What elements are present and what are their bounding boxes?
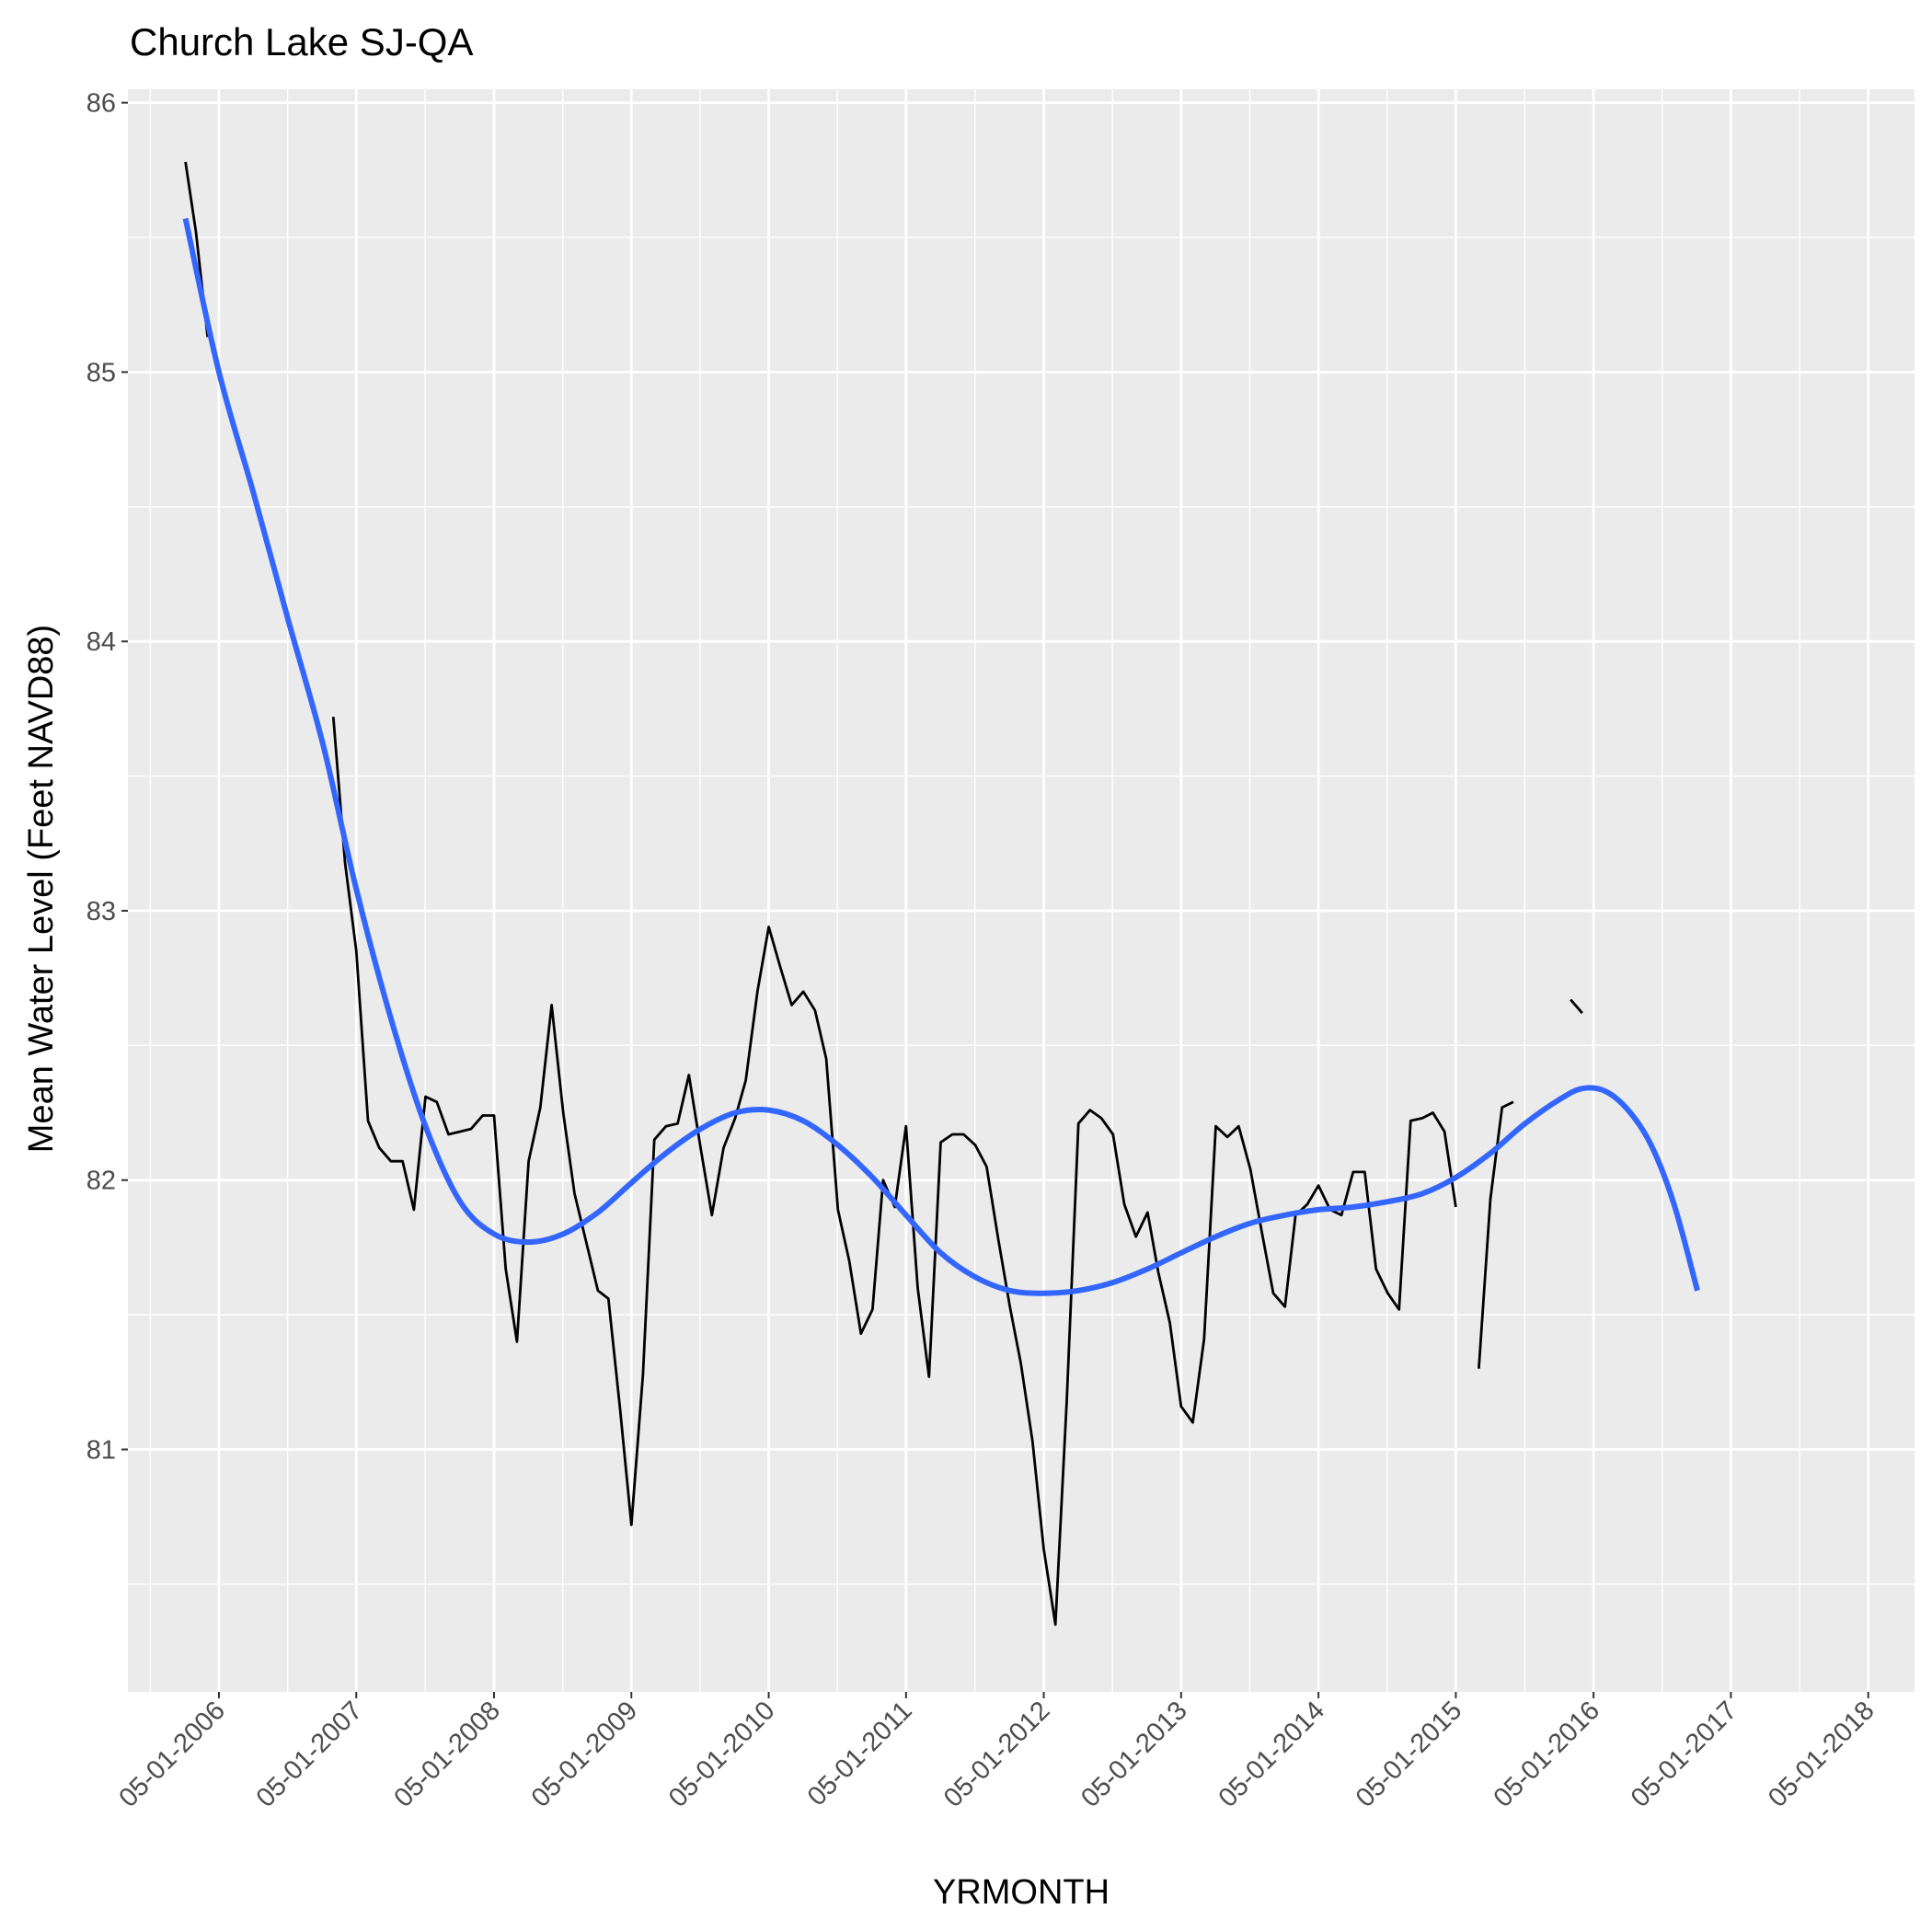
- x-tick-label: 05-01-2013: [1075, 1696, 1193, 1813]
- y-axis-title: Mean Water Level (Feet NAVD88): [22, 625, 61, 1153]
- x-axis: 05-01-2006 05-01-2007 05-01-2008 05-01-2009…: [113, 1692, 1880, 1813]
- grid-minor: [128, 89, 1915, 1692]
- y-tick-label: 82: [86, 1167, 116, 1196]
- y-tick-label: 81: [86, 1436, 116, 1466]
- y-tick-label: 84: [86, 627, 116, 657]
- x-tick-label: 05-01-2018: [1763, 1696, 1880, 1813]
- x-tick-label: 05-01-2007: [251, 1696, 369, 1813]
- smooth-trend-line: [182, 217, 1700, 1296]
- y-tick-label: 83: [86, 897, 116, 926]
- observed-line-segment: [1570, 998, 1583, 1015]
- x-axis-title: YRMONTH: [933, 1873, 1110, 1912]
- x-tick-label: 05-01-2010: [663, 1696, 781, 1813]
- x-tick-label: 05-01-2011: [802, 1696, 918, 1811]
- y-axis: 81 82 83 84 85 86: [86, 89, 128, 1466]
- y-tick-label: 86: [86, 89, 116, 119]
- grid-major: [128, 89, 1915, 1692]
- x-tick-label: 05-01-2009: [526, 1696, 644, 1813]
- chart-title: Church Lake SJ-QA: [130, 20, 474, 63]
- plot-panel: [128, 89, 1915, 1692]
- x-tick-label: 05-01-2017: [1626, 1696, 1743, 1813]
- x-tick-label: 05-01-2006: [113, 1696, 231, 1813]
- x-tick-label: 05-01-2016: [1489, 1696, 1606, 1813]
- x-tick-label: 05-01-2008: [388, 1696, 506, 1813]
- y-tick-label: 85: [86, 358, 116, 387]
- x-tick-label: 05-01-2015: [1351, 1696, 1468, 1813]
- observed-line-segment: [331, 717, 1457, 1627]
- x-tick-label: 05-01-2014: [1213, 1696, 1331, 1813]
- x-tick-label: 05-01-2012: [938, 1696, 1056, 1813]
- observed-line-segment: [1478, 1100, 1514, 1369]
- smooth-trend-series: [182, 217, 1700, 1296]
